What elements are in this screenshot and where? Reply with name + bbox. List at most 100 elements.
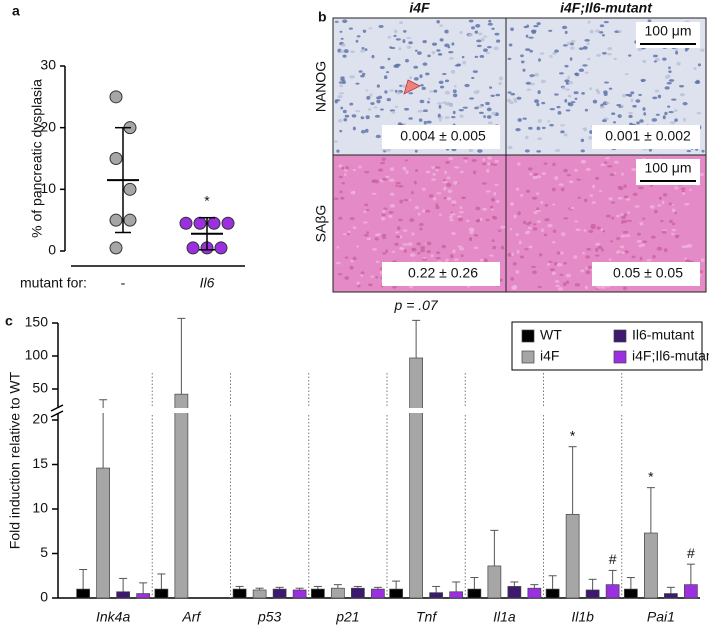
cell-texture: [338, 164, 343, 168]
cell-texture: [349, 75, 355, 79]
cell-texture: [371, 179, 375, 184]
cell-texture: [425, 170, 431, 174]
bar: [487, 565, 502, 599]
cell-texture: [699, 172, 704, 177]
cell-texture: [474, 55, 479, 59]
cell-texture: [378, 95, 383, 99]
cell-texture: [556, 262, 563, 267]
cell-texture: [393, 34, 397, 38]
cell-texture: [681, 191, 686, 195]
row-label: SAβG: [313, 205, 329, 243]
cell-texture: [393, 64, 397, 68]
cell-texture: [652, 254, 656, 259]
cell-texture: [565, 88, 570, 91]
quantification: 0.001 ± 0.002: [605, 128, 691, 144]
cell-texture: [529, 74, 535, 77]
cell-texture: [488, 19, 492, 23]
cell-texture: [652, 96, 658, 100]
cell-texture: [654, 89, 660, 93]
cell-texture: [626, 219, 633, 222]
cell-texture: [426, 120, 432, 124]
cell-texture: [382, 236, 387, 239]
cell-texture: [442, 72, 447, 76]
cell-texture: [391, 110, 396, 114]
cell-texture: [654, 57, 660, 62]
cell-texture: [395, 38, 401, 41]
cell-texture: [566, 174, 571, 177]
x-tick-label: p53: [257, 609, 282, 625]
cell-texture: [437, 102, 443, 105]
cell-texture: [513, 99, 518, 103]
cell-texture: [355, 39, 359, 43]
cell-texture: [404, 159, 409, 162]
cell-texture: [636, 121, 640, 125]
cell-texture: [368, 27, 373, 30]
cell-texture: [360, 129, 366, 134]
cell-texture: [548, 29, 553, 32]
cell-texture: [529, 82, 535, 86]
cell-texture: [527, 226, 532, 230]
cell-texture: [631, 167, 637, 172]
cell-texture: [584, 108, 589, 112]
cell-texture: [469, 231, 474, 235]
cell-texture: [385, 71, 390, 74]
cell-texture: [536, 220, 542, 223]
cell-texture: [401, 84, 407, 88]
legend-label: i4F: [540, 348, 559, 364]
cell-texture: [476, 39, 482, 43]
cell-texture: [475, 23, 481, 28]
cell-texture: [600, 248, 604, 252]
cell-texture: [457, 215, 462, 218]
cell-texture: [554, 93, 559, 96]
cell-texture: [520, 60, 525, 64]
cell-texture: [586, 247, 592, 251]
y-tick-label: 0: [40, 589, 48, 605]
cell-texture: [496, 39, 501, 43]
cell-texture: [347, 233, 350, 236]
cell-texture: [617, 185, 623, 189]
cell-texture: [358, 165, 362, 169]
legend-swatch: [521, 350, 535, 364]
cell-texture: [361, 72, 366, 76]
cell-texture: [564, 30, 568, 35]
cell-texture: [381, 212, 386, 217]
cell-texture: [625, 198, 631, 201]
cell-texture: [588, 136, 593, 140]
cell-texture: [632, 192, 638, 197]
cell-texture: [549, 55, 553, 58]
cell-texture: [500, 225, 506, 229]
cell-texture: [571, 39, 576, 43]
cell-texture: [562, 282, 567, 287]
cell-texture: [560, 187, 565, 192]
cell-texture: [582, 46, 588, 50]
cell-texture: [356, 35, 361, 38]
cell-texture: [526, 222, 531, 226]
cell-texture: [622, 93, 627, 98]
x-prefix: mutant for:: [20, 275, 87, 291]
cell-texture: [672, 208, 676, 213]
cell-texture: [670, 232, 675, 236]
cell-texture: [547, 223, 553, 228]
cell-texture: [656, 246, 663, 251]
cell-texture: [436, 251, 441, 255]
cell-texture: [450, 213, 456, 216]
cell-texture: [510, 27, 514, 31]
bar: [389, 588, 403, 599]
cell-texture: [658, 196, 662, 200]
cell-texture: [638, 93, 642, 96]
cell-texture: [444, 258, 449, 263]
cell-texture: [445, 160, 450, 165]
cell-texture: [608, 258, 612, 261]
cell-texture: [525, 135, 529, 140]
cell-texture: [429, 90, 434, 93]
y-tick-label: 100: [25, 347, 49, 363]
cell-texture: [355, 82, 360, 85]
cell-texture: [379, 108, 384, 111]
dot: [123, 213, 137, 227]
dot: [109, 213, 123, 227]
cell-texture: [404, 107, 410, 111]
cell-texture: [342, 54, 347, 58]
cell-texture: [465, 219, 470, 223]
cell-texture: [356, 245, 360, 248]
cell-texture: [607, 46, 613, 51]
